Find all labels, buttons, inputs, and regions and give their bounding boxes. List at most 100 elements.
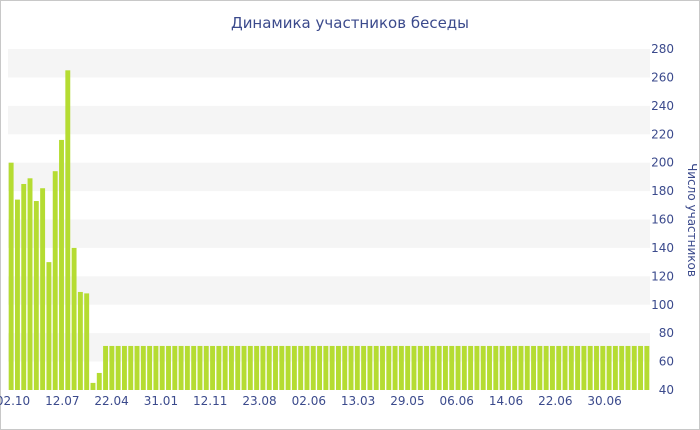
y-axis-title: Число участников: [685, 163, 699, 277]
bar: [103, 345, 109, 390]
x-tick-label: 30.06: [587, 394, 621, 408]
bar: [442, 345, 448, 390]
bar: [323, 345, 329, 390]
bar: [512, 345, 518, 390]
x-tick-label: 22.06: [538, 394, 572, 408]
x-tick-label: 29.05: [390, 394, 424, 408]
x-tick-label: 14.06: [489, 394, 523, 408]
bar: [354, 345, 360, 390]
y-tick-label: 100: [651, 298, 674, 312]
bar: [121, 345, 127, 390]
x-tick-label: 12.11: [193, 394, 227, 408]
bar: [197, 345, 203, 390]
bar: [172, 345, 178, 390]
bar: [140, 345, 146, 390]
bar: [348, 345, 354, 390]
bar: [115, 345, 121, 390]
bar: [96, 372, 102, 390]
bar: [71, 247, 77, 390]
bar: [159, 345, 165, 390]
bar: [342, 345, 348, 390]
bar: [493, 345, 499, 390]
bar: [266, 345, 272, 390]
y-tick-label: 160: [651, 213, 674, 227]
bar: [487, 345, 492, 390]
y-tick-label: 260: [651, 70, 674, 84]
grid-band: [8, 162, 650, 192]
y-tick-label: 140: [651, 241, 674, 255]
bar: [147, 345, 153, 390]
bar: [386, 345, 392, 390]
y-tick-label: 280: [651, 42, 674, 56]
x-tick-label: 13.03: [341, 394, 375, 408]
x-tick-label: 22.04: [94, 394, 128, 408]
bar: [8, 162, 14, 390]
bar: [594, 345, 599, 390]
y-tick-label: 180: [651, 184, 674, 198]
bar: [40, 188, 46, 390]
x-tick-label: 02.10: [0, 394, 30, 408]
y-tick-label: 60: [659, 355, 674, 369]
bar: [203, 345, 209, 390]
bar: [531, 345, 537, 390]
bar: [556, 345, 562, 390]
bar: [537, 345, 543, 390]
y-tick-label: 200: [651, 156, 674, 170]
bar: [549, 345, 555, 390]
bar: [380, 345, 385, 390]
bar: [562, 345, 568, 390]
bar: [455, 345, 461, 390]
bar: [52, 171, 58, 390]
bar: [273, 345, 278, 390]
bar: [411, 345, 417, 390]
bar: [392, 345, 398, 390]
bar: [468, 345, 474, 390]
x-tick-label: 31.01: [144, 394, 178, 408]
grid-band: [8, 219, 650, 248]
y-tick-label: 40: [659, 383, 674, 397]
grid-band: [8, 276, 650, 305]
bar: [90, 382, 96, 390]
bar: [128, 345, 134, 390]
bar: [361, 345, 367, 390]
grid-band: [8, 105, 650, 135]
bar: [625, 345, 631, 390]
bar: [606, 345, 612, 390]
bar: [241, 345, 247, 390]
bar: [153, 345, 159, 390]
bar: [235, 345, 241, 390]
bar: [417, 345, 423, 390]
bar: [178, 345, 184, 390]
bar: [430, 345, 436, 390]
bar: [191, 345, 197, 390]
bar: [568, 345, 574, 390]
bar: [524, 345, 530, 390]
bar: [335, 345, 341, 390]
bar: [260, 345, 266, 390]
bar: [543, 345, 549, 390]
bar: [298, 345, 304, 390]
bar: [46, 262, 52, 391]
bar: [228, 345, 234, 390]
bar: [254, 345, 260, 390]
bar: [210, 345, 216, 390]
grid-band: [8, 49, 650, 78]
bar: [644, 345, 650, 390]
bar: [77, 291, 83, 390]
bar: [405, 345, 411, 390]
bar: [461, 345, 467, 390]
bar: [518, 345, 524, 390]
y-axis-ticks: 40 60 80 100 120 140 160 180 200 220 240 260 280: [651, 42, 674, 397]
bar: [619, 345, 625, 390]
x-tick-label: 02.06: [292, 394, 326, 408]
bar: [329, 345, 335, 390]
bar: [581, 345, 587, 390]
grid-bands: [8, 49, 650, 362]
bar: [587, 345, 593, 390]
bar: [612, 345, 618, 390]
x-tick-label: 06.06: [440, 394, 474, 408]
chart-title: Динамика участников беседы: [230, 14, 470, 32]
y-tick-label: 120: [651, 269, 674, 283]
bar: [480, 345, 486, 390]
bar: [600, 345, 606, 390]
